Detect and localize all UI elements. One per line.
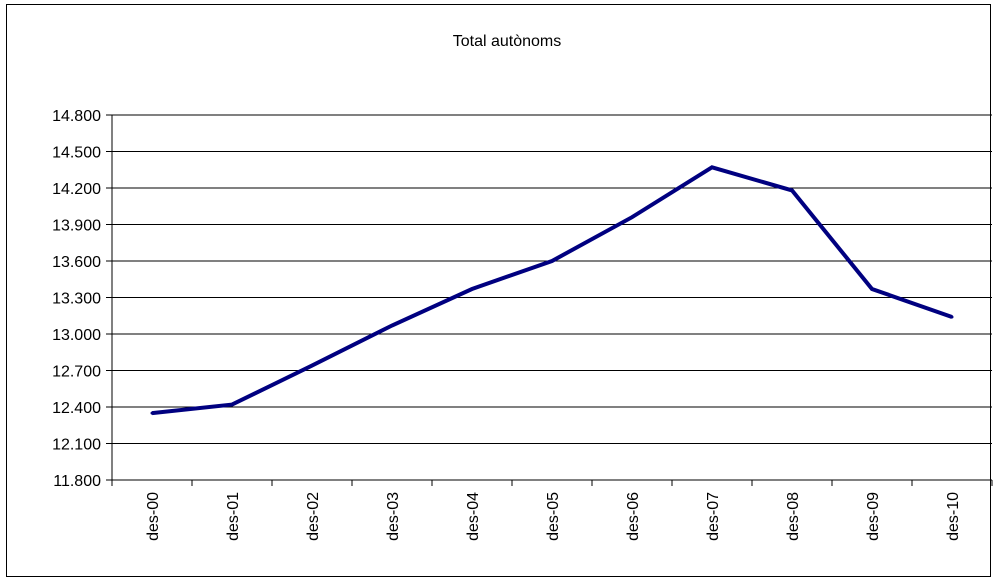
x-tick-label: des-00 <box>145 492 162 541</box>
y-tick-label: 13.000 <box>52 327 101 344</box>
series-group <box>150 165 954 416</box>
data-point <box>870 287 874 291</box>
x-tick-label: des-08 <box>785 492 802 541</box>
x-tick-label: des-06 <box>625 492 642 541</box>
x-tick-label: des-03 <box>385 492 402 541</box>
series-line <box>151 165 953 416</box>
x-axis-ticks: des-00 des-01 des-02 des-03 des-04 des-05 des-… <box>111 480 993 541</box>
chart-title: Total autònoms <box>453 33 562 50</box>
data-point <box>230 403 234 407</box>
x-tick-label: des-01 <box>225 492 242 541</box>
y-tick-label: 13.900 <box>52 218 101 235</box>
x-tick-label: des-10 <box>945 492 962 541</box>
x-tick-label: des-09 <box>865 492 882 541</box>
y-tick-label: 11.800 <box>53 473 101 490</box>
data-point <box>630 215 634 219</box>
data-point <box>550 259 554 263</box>
y-tick-label: 13.600 <box>52 254 101 271</box>
y-tick-label: 13.300 <box>52 291 101 308</box>
data-point <box>150 411 154 415</box>
data-point <box>950 315 954 319</box>
data-point <box>710 165 714 169</box>
chart-frame <box>6 4 991 577</box>
data-point <box>790 188 794 192</box>
data-point <box>310 364 314 368</box>
y-tick-label: 14.200 <box>52 181 101 198</box>
y-tick-label: 12.700 <box>52 364 101 381</box>
y-tick-label: 14.500 <box>52 145 101 162</box>
data-point <box>470 287 474 291</box>
data-point <box>390 323 394 327</box>
gridlines <box>112 114 992 481</box>
y-tick-label: 14.800 <box>52 108 101 125</box>
x-tick-label: des-07 <box>705 492 722 541</box>
y-tick-label: 12.100 <box>52 437 101 454</box>
y-tick-label: 12.400 <box>52 400 101 417</box>
x-tick-label: des-04 <box>465 492 482 541</box>
x-tick-label: des-05 <box>545 492 562 541</box>
y-axis-ticks: 11.800 12.100 12.400 12.700 13.000 13.300 13.6… <box>52 108 112 490</box>
x-tick-label: des-02 <box>305 492 322 541</box>
